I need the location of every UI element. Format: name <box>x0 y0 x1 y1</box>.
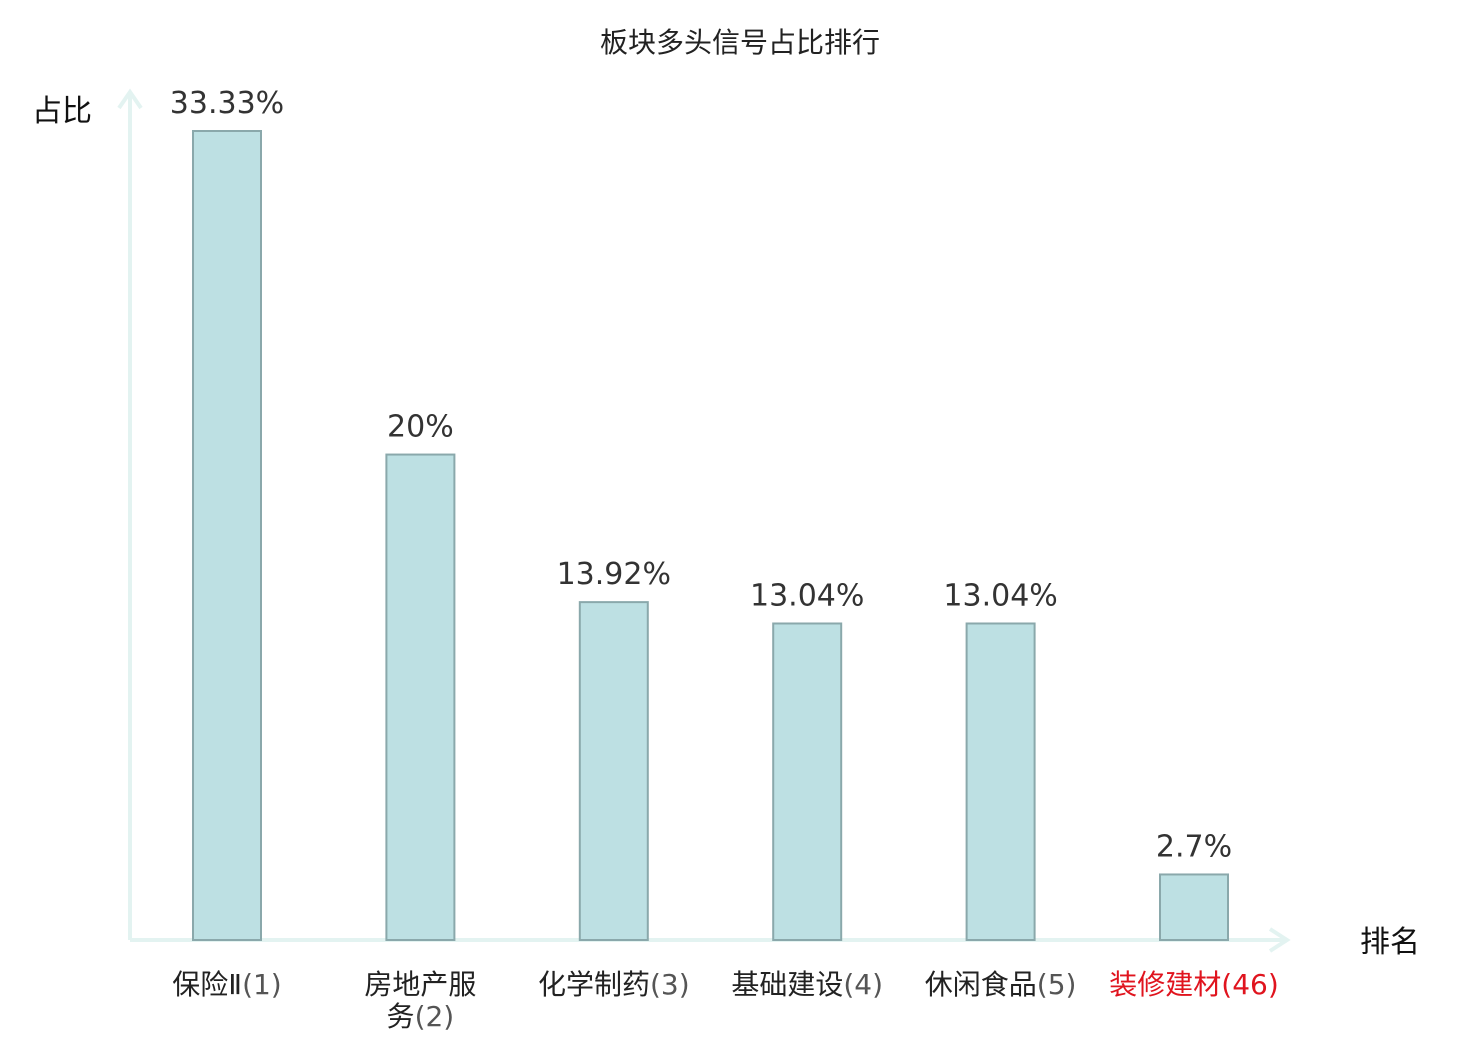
category-name: 基础建设 <box>731 968 843 1001</box>
data-label: 13.04% <box>943 578 1057 613</box>
data-labels-group: 33.33% 20% 13.92% 13.04% 13.04% 2.7% <box>170 86 1232 864</box>
bar <box>578 601 649 941</box>
data-label: 13.04% <box>750 578 864 613</box>
chart-title: 板块多头信号占比排行 <box>600 26 880 59</box>
category-name: 化学制药 <box>538 968 650 1001</box>
bar <box>1159 873 1229 941</box>
category-name: 装修建材 <box>1109 968 1221 1001</box>
x-axis-arrow <box>1268 927 1291 953</box>
axes <box>117 88 1291 953</box>
category-name-line2: 务 <box>387 1000 415 1033</box>
category-label: 化学制药(3) <box>538 968 690 1001</box>
category-rank: (46) <box>1221 968 1278 1001</box>
category-name: 休闲食品 <box>925 968 1037 1001</box>
bar <box>192 130 262 941</box>
data-label: 2.7% <box>1156 829 1232 864</box>
data-label: 13.92% <box>557 557 671 592</box>
y-axis-label: 占比 <box>32 94 92 129</box>
data-label: 33.33% <box>170 86 284 121</box>
category-label: 装修建材(46) <box>1109 968 1279 1001</box>
category-rank: (2) <box>415 1000 455 1033</box>
data-label: 20% <box>387 410 454 445</box>
category-label: 保险Ⅱ(1) <box>172 968 281 1001</box>
category-rank: (1) <box>242 968 282 1001</box>
category-rank: (3) <box>650 968 690 1001</box>
bar <box>772 622 843 941</box>
category-name-line1: 房地产服 <box>364 968 476 1001</box>
category-rank: (4) <box>843 968 883 1001</box>
category-labels-group: 保险Ⅱ(1) 房地产服务(2)化学制药(3) 基础建设(4) 休闲食品(5) 装修建材(… <box>172 968 1278 1033</box>
y-axis-arrow <box>117 88 143 110</box>
category-rank: (5) <box>1037 968 1077 1001</box>
bar <box>965 622 1036 941</box>
bar <box>385 453 456 941</box>
category-label: 房地产服务(2) <box>364 968 476 1033</box>
category-label: 基础建设(4) <box>731 968 883 1001</box>
category-name: 保险Ⅱ <box>172 968 242 1001</box>
bars-group <box>192 130 1229 941</box>
category-label: 休闲食品(5) <box>925 968 1077 1001</box>
x-axis-label: 排名 <box>1360 925 1420 960</box>
